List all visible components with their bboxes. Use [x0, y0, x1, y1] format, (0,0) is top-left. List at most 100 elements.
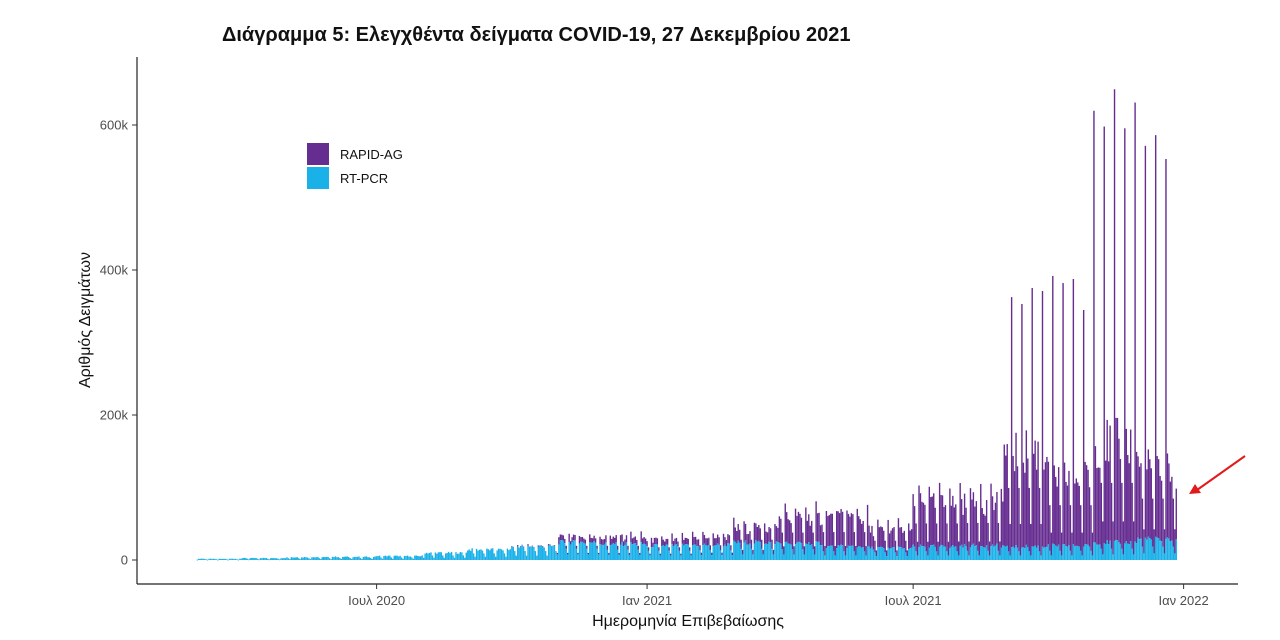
- bar-rapid-ag: [769, 528, 772, 543]
- bar-rt-pcr: [971, 544, 973, 560]
- bar-rt-pcr: [786, 541, 788, 560]
- bar-rt-pcr: [800, 543, 803, 560]
- bar-rt-pcr: [406, 555, 409, 560]
- bar-rt-pcr: [1057, 544, 1060, 560]
- bar-rt-pcr: [223, 558, 225, 560]
- bar-rapid-ag: [797, 511, 800, 542]
- bar-rt-pcr: [1138, 539, 1141, 560]
- bar-rt-pcr: [708, 545, 710, 560]
- bar-rt-pcr: [403, 555, 406, 560]
- bar-rt-pcr: [486, 548, 488, 560]
- bar-rt-pcr: [243, 557, 246, 560]
- bar-rt-pcr: [1087, 544, 1089, 560]
- bar-rt-pcr: [938, 546, 941, 560]
- bar-rt-pcr: [580, 541, 582, 560]
- bar-rt-pcr: [1159, 540, 1161, 560]
- bar-rt-pcr: [497, 548, 500, 560]
- bar-rt-pcr: [996, 543, 998, 560]
- bar-rapid-ag: [1087, 469, 1089, 545]
- bar-rt-pcr: [336, 557, 338, 560]
- bar-rapid-ag: [569, 541, 572, 545]
- bar-rt-pcr: [575, 548, 578, 560]
- bar-rapid-ag: [750, 539, 753, 549]
- bar-rapid-ag: [1175, 488, 1177, 540]
- bar-rt-pcr: [1146, 539, 1148, 560]
- bar-rt-pcr: [228, 558, 231, 560]
- bar-rt-pcr: [1063, 544, 1066, 560]
- bar-rt-pcr: [264, 557, 266, 560]
- bar-rapid-ag: [925, 523, 928, 552]
- bar-rapid-ag: [1066, 485, 1069, 547]
- bar-rt-pcr: [1038, 551, 1041, 560]
- bar-rt-pcr: [1090, 550, 1092, 560]
- bar-rt-pcr: [874, 552, 876, 560]
- bar-rapid-ag: [649, 553, 651, 556]
- bar-rt-pcr: [1080, 550, 1082, 560]
- bar-rt-pcr: [681, 543, 684, 560]
- bar-rt-pcr: [217, 559, 219, 561]
- bar-rapid-ag: [890, 530, 892, 549]
- bar-rapid-ag: [614, 537, 616, 544]
- bar-rapid-ag: [858, 516, 860, 547]
- bar-rapid-ag: [1062, 283, 1064, 545]
- bar-rt-pcr: [612, 543, 614, 560]
- bar-rt-pcr: [880, 546, 882, 560]
- bar-rapid-ag: [740, 539, 742, 549]
- bar-rt-pcr: [818, 541, 820, 560]
- bar-rapid-ag: [872, 536, 875, 550]
- bar-rt-pcr: [787, 543, 789, 560]
- bar-rapid-ag: [834, 546, 836, 556]
- bar-rt-pcr: [625, 542, 628, 560]
- bar-rapid-ag: [643, 537, 645, 544]
- bar-rt-pcr: [1009, 555, 1011, 560]
- bar-rapid-ag: [689, 547, 691, 551]
- bar-rt-pcr: [600, 544, 603, 560]
- bar-rt-pcr: [621, 541, 623, 560]
- bar-rapid-ag: [1105, 460, 1107, 545]
- bar-rt-pcr: [318, 558, 320, 560]
- bar-rt-pcr: [493, 553, 495, 560]
- bar-rt-pcr: [293, 557, 295, 560]
- bar-rt-pcr: [517, 546, 519, 560]
- bar-rt-pcr: [574, 540, 576, 560]
- bar-rt-pcr: [505, 556, 507, 560]
- bar-rapid-ag: [771, 539, 773, 549]
- bar-rapid-ag: [922, 502, 925, 547]
- bar-rt-pcr: [905, 552, 907, 560]
- bar-rt-pcr: [719, 550, 722, 560]
- bar-rapid-ag: [1157, 459, 1160, 539]
- bar-rt-pcr: [1150, 539, 1152, 560]
- bar-rt-pcr: [477, 550, 479, 560]
- bar-rapid-ag: [706, 538, 709, 546]
- bar-rt-pcr: [900, 547, 903, 560]
- legend: RAPID-AG RT-PCR: [307, 143, 403, 189]
- bar-rt-pcr: [827, 546, 829, 560]
- bar-rt-pcr: [1035, 547, 1038, 560]
- bar-rapid-ag: [900, 527, 903, 548]
- bar-rapid-ag: [1149, 459, 1151, 539]
- bar-rapid-ag: [1000, 488, 1003, 548]
- bar-rapid-ag: [1090, 505, 1092, 551]
- bar-rt-pcr: [661, 546, 663, 560]
- bar-rapid-ag: [1097, 467, 1100, 545]
- bar-rapid-ag: [611, 538, 613, 545]
- bar-rapid-ag: [615, 535, 617, 543]
- bar-rt-pcr: [584, 543, 587, 560]
- bar-rt-pcr: [1152, 546, 1154, 560]
- bar-rt-pcr: [553, 545, 556, 560]
- bar-rt-pcr: [769, 542, 772, 560]
- bar-rt-pcr: [1165, 538, 1167, 560]
- bar-rapid-ag: [1156, 456, 1158, 538]
- bar-rt-pcr: [956, 551, 958, 560]
- bar-rapid-ag: [830, 513, 832, 546]
- bar-rt-pcr: [370, 557, 372, 560]
- bar-rt-pcr: [793, 554, 795, 560]
- bar-rapid-ag: [621, 534, 623, 542]
- bar-rapid-ag: [714, 538, 716, 546]
- bar-rapid-ag: [881, 527, 883, 548]
- bar-rapid-ag: [725, 540, 728, 547]
- bar-rapid-ag: [711, 552, 713, 556]
- bar-rt-pcr: [937, 555, 939, 560]
- bar-rt-pcr: [1007, 551, 1010, 560]
- bar-rt-pcr: [527, 545, 529, 560]
